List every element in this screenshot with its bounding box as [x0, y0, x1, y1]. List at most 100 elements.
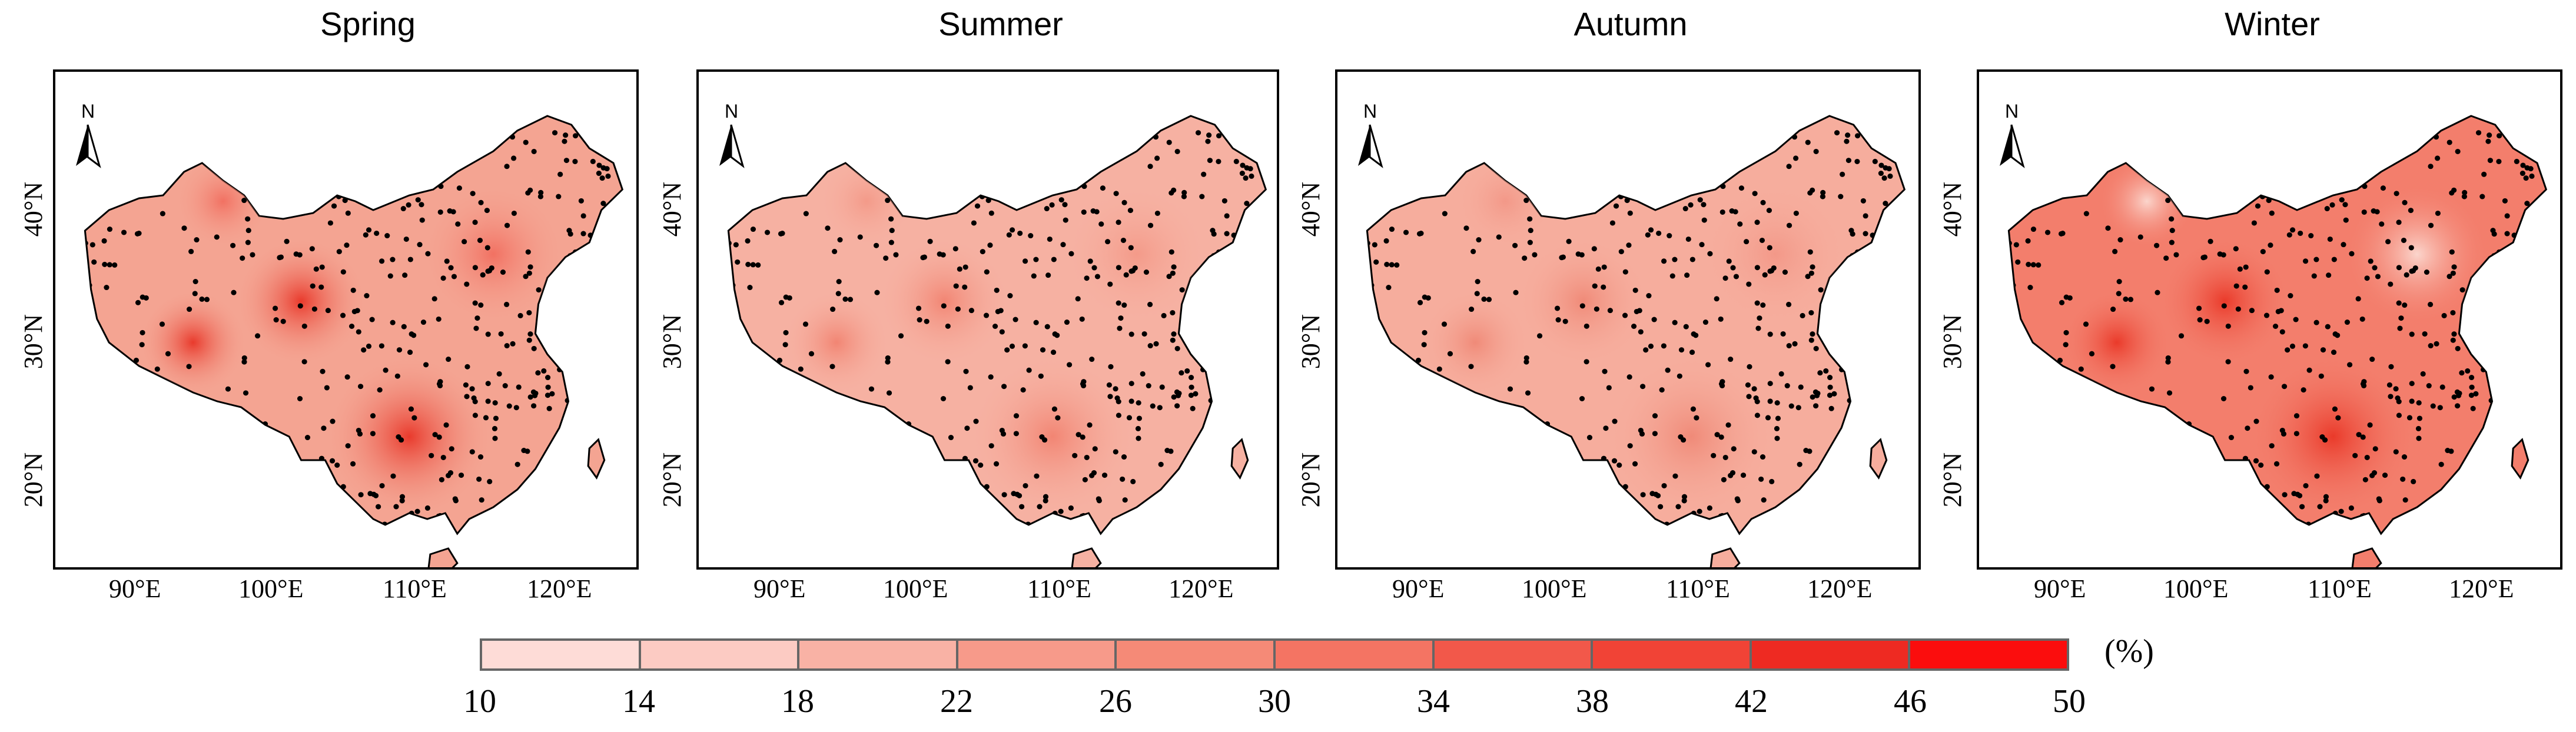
station-dot — [1850, 464, 1855, 470]
station-dot — [2487, 158, 2493, 164]
station-dot — [89, 433, 95, 439]
station-dot — [1611, 458, 1618, 464]
lon-label: 120°E — [1807, 574, 1873, 603]
station-dot — [2343, 217, 2349, 223]
station-dot — [2228, 435, 2235, 441]
station-dot — [729, 178, 735, 184]
station-dot — [320, 134, 327, 139]
station-dot — [1640, 492, 1646, 498]
station-dot — [1691, 175, 1697, 181]
station-dot — [2395, 395, 2401, 401]
station-dot — [1153, 134, 1159, 140]
station-dot — [1196, 490, 1202, 496]
station-dot — [1616, 462, 1622, 468]
station-dot — [1087, 258, 1093, 264]
station-dot — [457, 149, 463, 155]
station-dot — [1020, 154, 1026, 160]
station-dot — [2487, 132, 2492, 138]
station-dot — [510, 341, 516, 347]
station-dot — [874, 290, 880, 295]
station-dot — [2112, 406, 2118, 412]
lat-label: 30°N — [1296, 314, 1326, 370]
station-dot — [1737, 221, 1743, 227]
station-dot — [2327, 236, 2333, 242]
station-dot — [135, 475, 141, 481]
station-dot — [2375, 274, 2381, 280]
station-dot — [443, 422, 449, 428]
station-dot — [1513, 290, 1519, 295]
station-dot — [369, 317, 375, 322]
station-dot — [1863, 231, 1868, 237]
station-dot — [1786, 222, 1792, 228]
station-dot — [1011, 491, 1017, 497]
station-dot — [313, 266, 319, 272]
station-dot — [2339, 181, 2346, 187]
station-dot — [2472, 515, 2478, 521]
station-dot — [1805, 274, 1811, 280]
station-dot — [1579, 303, 1585, 309]
station-dot — [2459, 287, 2465, 293]
station-dot — [968, 308, 974, 314]
station-dot — [1190, 405, 1196, 411]
station-dot — [430, 178, 436, 184]
station-dot — [1751, 130, 1757, 136]
station-dot — [2169, 228, 2175, 234]
station-dot — [2116, 291, 2122, 297]
station-dot — [1120, 237, 1127, 243]
station-dot — [536, 520, 542, 525]
station-dot — [2474, 304, 2480, 310]
station-dot — [2037, 459, 2043, 465]
station-dot — [2381, 149, 2386, 155]
station-dot — [1044, 142, 1050, 148]
station-dot — [886, 390, 892, 396]
station-dot — [2426, 501, 2432, 507]
station-dot — [1887, 217, 1893, 222]
station-dot — [91, 259, 97, 265]
station-dot — [1803, 448, 1809, 454]
station-dot — [993, 461, 1000, 467]
station-dot — [1667, 152, 1672, 158]
station-dot — [526, 337, 532, 343]
station-dot — [2102, 484, 2107, 490]
station-dot — [1171, 331, 1177, 337]
china-map: N — [719, 101, 1267, 567]
station-dot — [102, 261, 108, 267]
station-dot — [2451, 394, 2457, 400]
station-dot — [1464, 470, 1470, 475]
station-dot — [1594, 306, 1599, 312]
station-dot — [1615, 522, 1621, 528]
station-dot — [1856, 455, 1863, 461]
station-dot — [1699, 242, 1705, 248]
station-dot — [1701, 202, 1707, 208]
station-dot — [1389, 262, 1395, 268]
lat-label: 40°N — [1296, 181, 1326, 237]
station-dot — [2169, 129, 2175, 135]
station-dot — [965, 143, 972, 149]
station-dot — [182, 470, 188, 475]
station-dot — [557, 171, 563, 177]
station-dot — [1878, 171, 1884, 177]
station-dot — [390, 320, 396, 325]
station-dot — [2178, 333, 2185, 339]
station-dot — [1648, 227, 1654, 233]
station-dot — [1636, 146, 1642, 152]
station-dot — [1038, 373, 1044, 379]
station-dot — [245, 228, 251, 234]
station-dot — [1818, 520, 1824, 525]
station-dot — [1792, 341, 1798, 347]
station-dot — [2338, 140, 2343, 146]
station-dot — [837, 237, 843, 243]
station-dot — [113, 459, 119, 465]
station-dot — [337, 187, 343, 193]
station-dot — [936, 204, 942, 210]
station-dot — [1524, 477, 1530, 483]
station-dot — [573, 444, 579, 450]
station-dot — [547, 508, 553, 514]
station-dot — [136, 231, 142, 237]
station-dot — [1062, 202, 1068, 208]
station-dot — [1179, 370, 1184, 376]
station-dot — [1135, 425, 1141, 431]
station-dot — [1254, 342, 1261, 348]
station-dot — [1480, 517, 1486, 523]
station-dot — [1767, 245, 1772, 251]
